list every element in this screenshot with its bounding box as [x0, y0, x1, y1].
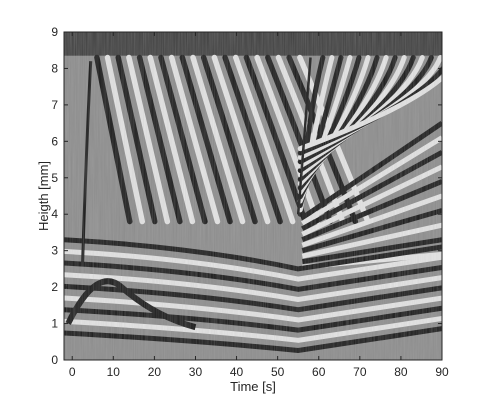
x-tick-label: 10 [107, 365, 121, 379]
plot-frame [63, 31, 443, 361]
y-tick-label: 1 [51, 317, 58, 331]
y-tick-label: 8 [51, 61, 58, 75]
x-tick-label: 70 [353, 365, 367, 379]
y-axis: 0 1 2 3 4 5 6 7 8 9 [51, 25, 442, 367]
x-tick-label: 90 [435, 365, 449, 379]
y-tick-label: 6 [51, 134, 58, 148]
y-tick-label: 3 [51, 244, 58, 258]
x-axis-label: Time [s] [230, 379, 276, 394]
x-axis: 0 10 20 30 40 50 60 70 80 90 [69, 32, 449, 379]
heatmap-image [64, 32, 442, 360]
x-tick-label: 20 [148, 365, 162, 379]
x-tick-label: 50 [271, 365, 285, 379]
x-tick-label: 60 [312, 365, 326, 379]
x-tick-label: 40 [230, 365, 244, 379]
x-tick-label: 30 [189, 365, 203, 379]
x-tick-label: 0 [69, 365, 76, 379]
y-tick-label: 5 [51, 171, 58, 185]
y-tick-label: 2 [51, 280, 58, 294]
y-tick-label: 4 [51, 207, 58, 221]
heatmap-noise [64, 32, 442, 360]
y-tick-label: 0 [51, 353, 58, 367]
y-tick-label: 9 [51, 25, 58, 39]
y-tick-label: 7 [51, 98, 58, 112]
y-axis-label: Heigth [mm] [36, 161, 51, 231]
x-tick-label: 80 [394, 365, 408, 379]
